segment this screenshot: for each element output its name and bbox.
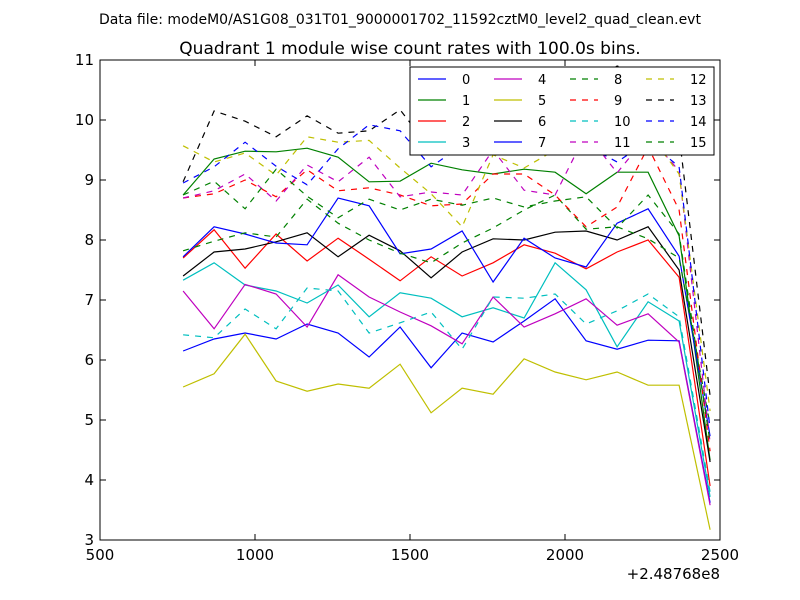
x-tick-label: 500: [86, 546, 115, 564]
legend-label-7: 7: [538, 136, 546, 151]
y-tick-label: 3: [84, 531, 94, 549]
y-tick-label: 10: [75, 111, 94, 129]
x-tick-label: 1500: [391, 546, 429, 564]
series-line-10: [183, 287, 711, 493]
series-line-2: [182, 228, 711, 487]
series-line-1: [182, 147, 711, 461]
series-line-14: [182, 120, 711, 430]
y-tick-label: 11: [75, 51, 94, 69]
legend-label-5: 5: [538, 94, 546, 109]
series-line-7: [182, 197, 711, 437]
legend-label-8: 8: [614, 73, 622, 88]
legend-box: [409, 66, 715, 156]
y-tick-label: 8: [84, 231, 94, 249]
series-line-5: [182, 333, 711, 530]
y-tick-label: 9: [84, 171, 94, 189]
legend-label-1: 1: [462, 94, 470, 109]
legend-label-13: 13: [690, 94, 707, 109]
x-tick-label: 1000: [236, 546, 274, 564]
legend-label-9: 9: [614, 94, 622, 109]
series-line-3: [182, 261, 711, 497]
series-line-0: [182, 297, 711, 503]
legend-label-4: 4: [538, 73, 546, 88]
x-tick-label: 2000: [546, 546, 584, 564]
legend-label-11: 11: [614, 136, 631, 151]
chart-suptitle: Data file: modeM0/AS1G08_031T01_90000017…: [99, 12, 701, 28]
series-line-12: [182, 131, 711, 412]
x-tick-label: 2500: [701, 546, 739, 564]
y-tick-label: 6: [84, 351, 94, 369]
legend-label-14: 14: [690, 115, 707, 130]
legend-label-6: 6: [538, 115, 546, 130]
chart-title: Quadrant 1 module wise count rates with …: [179, 39, 640, 59]
series-layer: [182, 65, 711, 530]
series-line-8: [182, 194, 711, 425]
series-line-4: [182, 273, 711, 506]
legend-label-3: 3: [462, 136, 470, 151]
series-line-6: [182, 226, 711, 463]
x-axis-offset-label: +2.48768e8: [627, 565, 720, 583]
series-line-9: [183, 145, 711, 452]
legend-label-10: 10: [614, 115, 631, 130]
series-line-15: [182, 168, 711, 443]
legend-label-15: 15: [690, 136, 707, 151]
y-tick-label: 7: [84, 291, 94, 309]
legend-label-12: 12: [690, 73, 707, 88]
y-tick-label: 5: [84, 411, 94, 429]
legend-label-0: 0: [462, 73, 470, 88]
y-tick-label: 4: [84, 471, 94, 489]
legend-label-2: 2: [462, 115, 470, 130]
series-line-11: [182, 132, 711, 443]
